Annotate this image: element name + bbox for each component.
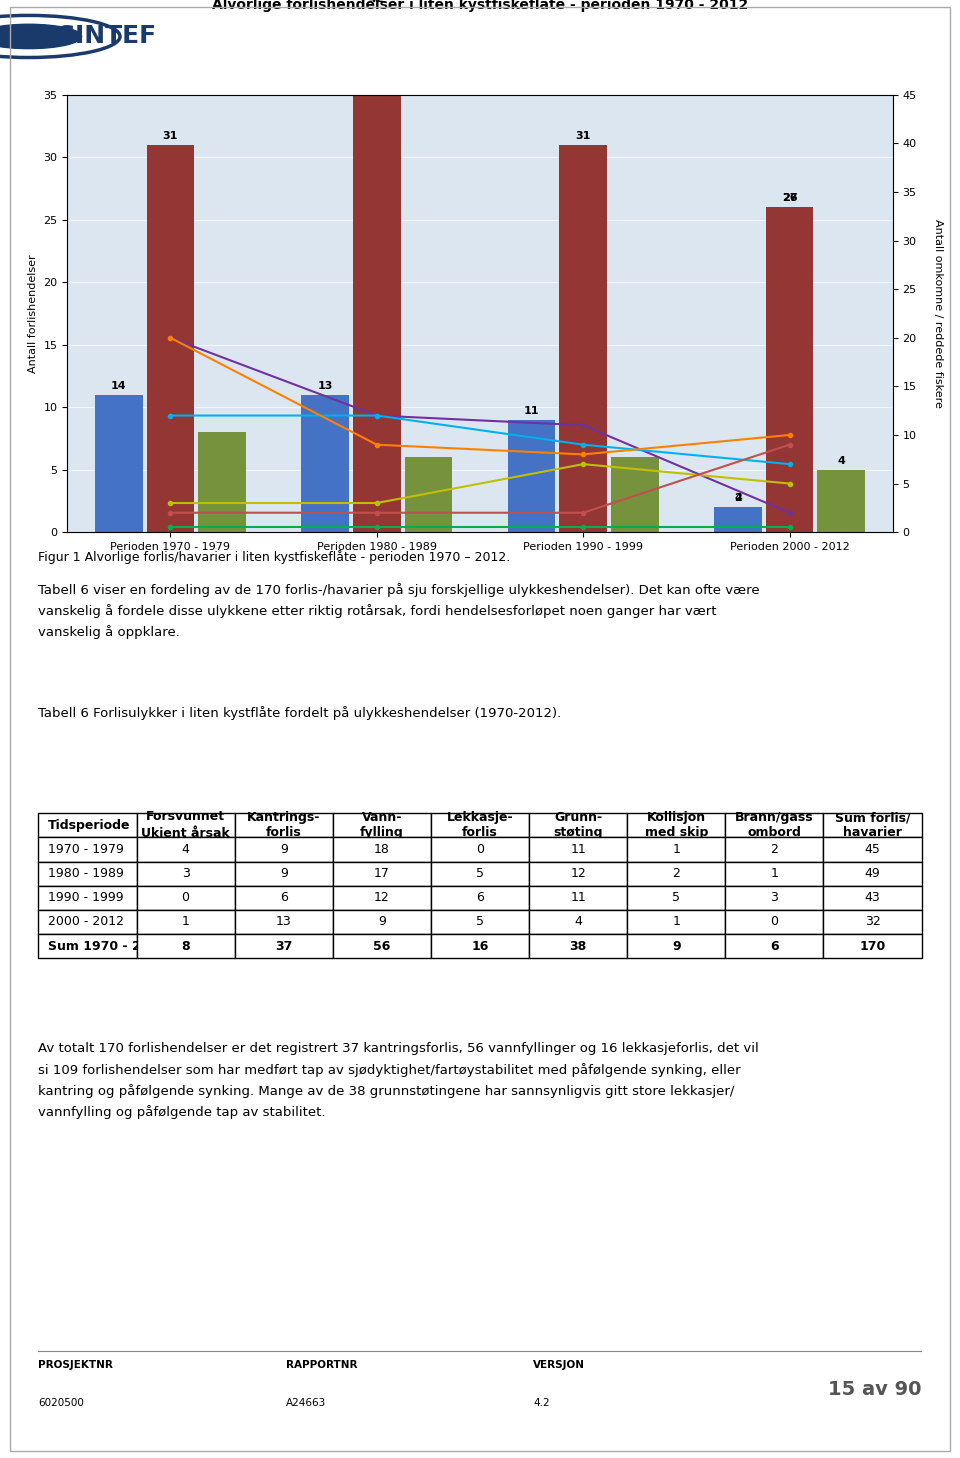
Y-axis label: Antall omkomne / reddede fiskere: Antall omkomne / reddede fiskere — [933, 219, 944, 408]
Bar — [714, 507, 761, 532]
Bar — [818, 469, 865, 532]
Text: Tabell 6 Forlisulykker i liten kystflåte fordelt på ulykkeshendelser (1970-2012): Tabell 6 Forlisulykker i liten kystflåte… — [38, 706, 562, 720]
Bar — [405, 458, 452, 532]
Circle shape — [0, 25, 82, 48]
Text: 31: 31 — [575, 131, 591, 141]
Text: RAPPORTNR: RAPPORTNR — [286, 1360, 357, 1371]
Bar — [766, 207, 813, 532]
Y-axis label: Antall forlishendelser: Antall forlishendelser — [28, 254, 37, 373]
Text: 4: 4 — [734, 493, 742, 503]
Text: Tabell 6 viser en fordeling av de 170 forlis-/havarier på sju forskjellige ulykk: Tabell 6 viser en fordeling av de 170 fo… — [38, 583, 760, 640]
Text: 4.2: 4.2 — [533, 1398, 550, 1408]
Text: Av totalt 170 forlishendelser er det registrert 37 kantringsforlis, 56 vannfylli: Av totalt 170 forlishendelser er det reg… — [38, 1042, 759, 1118]
Text: 13: 13 — [318, 381, 333, 391]
Text: 4: 4 — [837, 456, 845, 467]
Text: Figur 1 Alvorlige forlis/havarier i liten kystfiskeflåte - perioden 1970 – 2012.: Figur 1 Alvorlige forlis/havarier i lite… — [38, 550, 511, 564]
Bar — [508, 420, 555, 532]
Text: PROSJEKTNR: PROSJEKTNR — [38, 1360, 113, 1371]
Title: Alvorlige forlishendelser i liten kystfiskeflåte - perioden 1970 - 2012: Alvorlige forlishendelser i liten kystfi… — [212, 0, 748, 12]
Text: 15 av 90: 15 av 90 — [828, 1381, 922, 1400]
Bar — [301, 395, 348, 532]
Bar — [612, 458, 659, 532]
Text: 2: 2 — [734, 493, 742, 503]
Text: 42: 42 — [369, 0, 385, 3]
Text: 26: 26 — [781, 194, 798, 204]
Text: VERSJON: VERSJON — [533, 1360, 585, 1371]
Bar — [147, 144, 194, 532]
Text: SINTEF: SINTEF — [58, 25, 156, 48]
Bar — [560, 144, 607, 532]
Bar — [353, 7, 400, 532]
Text: 31: 31 — [162, 131, 179, 141]
Bar — [95, 395, 142, 532]
Text: 6020500: 6020500 — [38, 1398, 84, 1408]
Text: 11: 11 — [524, 405, 540, 416]
Bar — [199, 432, 246, 532]
Text: 14: 14 — [111, 381, 127, 391]
Text: 27: 27 — [781, 194, 798, 204]
Text: A24663: A24663 — [286, 1398, 326, 1408]
